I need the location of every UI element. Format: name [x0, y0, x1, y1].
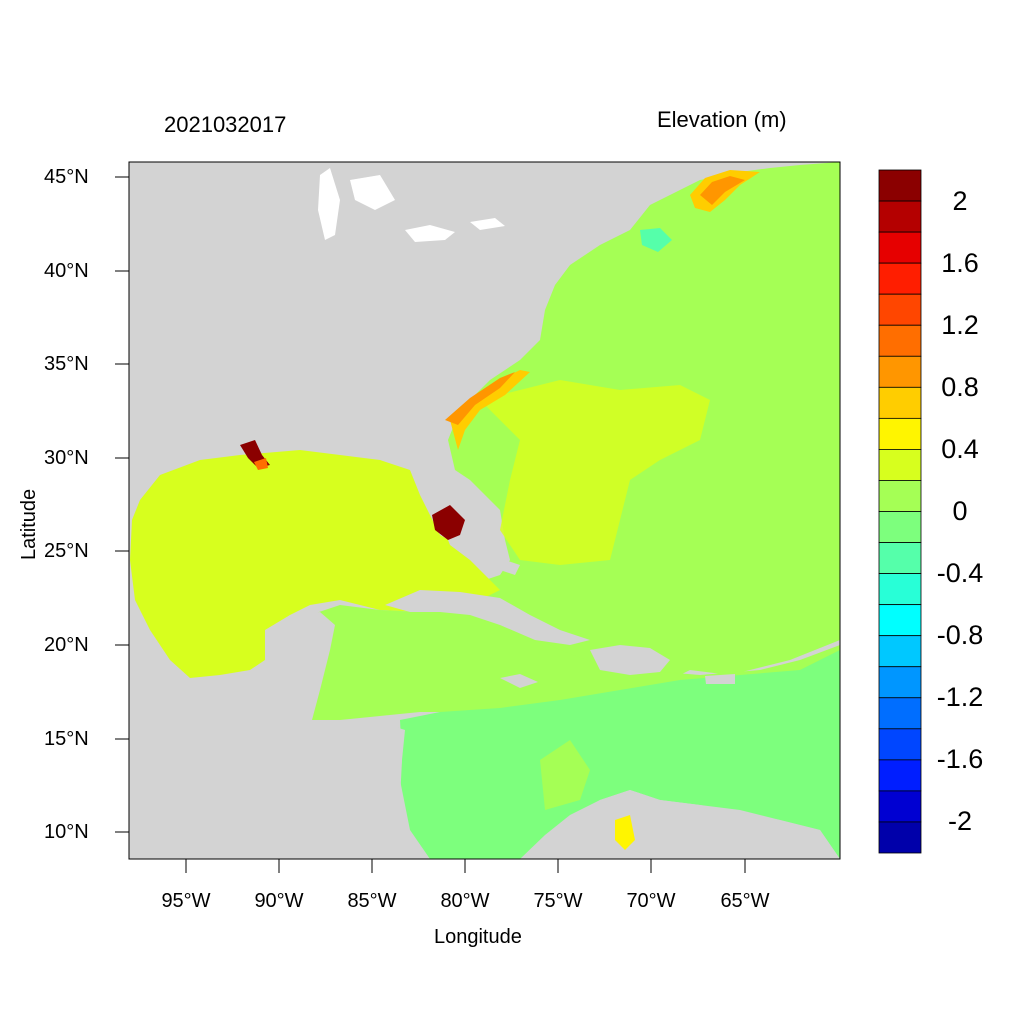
colorbar-swatch [878, 511, 922, 543]
colorbar-label: 2 [952, 186, 968, 216]
colorbar-swatch [878, 821, 922, 854]
colorbar-swatch [878, 417, 922, 450]
colorbar-swatch [878, 666, 922, 699]
land-yucatan [250, 612, 335, 720]
lat-tick-label: 25°N [44, 540, 89, 562]
lon-tick-marks [185, 859, 746, 873]
colorbar [878, 169, 922, 854]
colorbar-label: 0.4 [941, 434, 979, 464]
colorbar-swatch [878, 635, 922, 668]
colorbar-swatch [878, 231, 922, 264]
colorbar-swatch [878, 573, 922, 606]
colorbar-label: -1.2 [936, 682, 984, 712]
colorbar-swatch [878, 790, 922, 823]
x-axis-label: Longitude [434, 926, 522, 948]
colorbar-label: 1.6 [941, 248, 979, 278]
colorbar-label: -2 [947, 806, 972, 836]
colorbar-swatch [878, 386, 922, 419]
colorbar-label: 1.2 [941, 310, 979, 340]
lat-tick-label: 15°N [44, 728, 89, 750]
colorbar-swatch [878, 262, 922, 295]
colorbar-swatch [878, 697, 922, 730]
gulf-of-mexico [130, 450, 500, 678]
lon-tick-label: 85°W [347, 890, 397, 912]
lon-tick-label: 70°W [626, 890, 676, 912]
colorbar-label: 0.8 [941, 372, 979, 402]
land-jamaica [500, 674, 538, 688]
lon-tick-label: 75°W [533, 890, 583, 912]
lon-tick-label: 95°W [161, 890, 211, 912]
land-cuba [385, 590, 590, 645]
lat-tick-label: 10°N [44, 821, 89, 843]
colorbar-swatch [878, 200, 922, 233]
great-lakes [318, 168, 505, 242]
colorbar-swatch [878, 542, 922, 574]
lon-tick-label: 65°W [720, 890, 770, 912]
land-south-america [520, 790, 840, 859]
land-central-america [129, 720, 430, 859]
colorbar-swatch [878, 293, 922, 326]
colorbar-label: 0 [952, 496, 968, 526]
colorbar-swatch [878, 759, 922, 792]
lon-tick-label: 80°W [440, 890, 490, 912]
title-date: 2021032017 [164, 112, 287, 137]
land-hispaniola [590, 645, 670, 675]
colorbar-swatch [878, 169, 922, 202]
atlantic-high-zone [480, 380, 710, 565]
surge-carolinas [450, 370, 530, 450]
venezuela-yellow [615, 815, 635, 850]
lat-tick-marks [115, 176, 129, 833]
surge-louisiana-orange [254, 458, 268, 470]
plot-frame [128, 161, 841, 860]
lat-tick-label: 20°N [44, 634, 89, 656]
colorbar-label: -0.4 [936, 558, 984, 588]
colorbar-label: -0.8 [936, 620, 984, 650]
colorbar-swatch [878, 449, 922, 481]
lat-tick-label: 30°N [44, 447, 89, 469]
lat-tick-label: 45°N [44, 166, 89, 188]
surge-south-florida [432, 505, 465, 540]
y-axis-label: Latitude [18, 488, 40, 560]
lat-tick-label: 35°N [44, 353, 89, 375]
lon-tick-label: 90°W [254, 890, 304, 912]
colorbar-swatch [878, 604, 922, 637]
title-variable: Elevation (m) [657, 107, 787, 132]
land-puerto-rico [705, 674, 735, 684]
colorbar-label: -1.6 [936, 744, 984, 774]
darien-zone [540, 740, 590, 810]
colorbar-swatch [878, 355, 922, 388]
cape-cod-low [640, 228, 672, 252]
colorbar-swatch [878, 480, 922, 512]
colorbar-swatch [878, 728, 922, 761]
lat-tick-label: 40°N [44, 260, 89, 282]
surge-carolinas-peak [445, 372, 515, 425]
land-bahamas [485, 515, 520, 575]
south-caribbean [400, 650, 840, 859]
surge-gulf-of-maine-peak [700, 176, 745, 205]
colorbar-swatch [878, 324, 922, 357]
